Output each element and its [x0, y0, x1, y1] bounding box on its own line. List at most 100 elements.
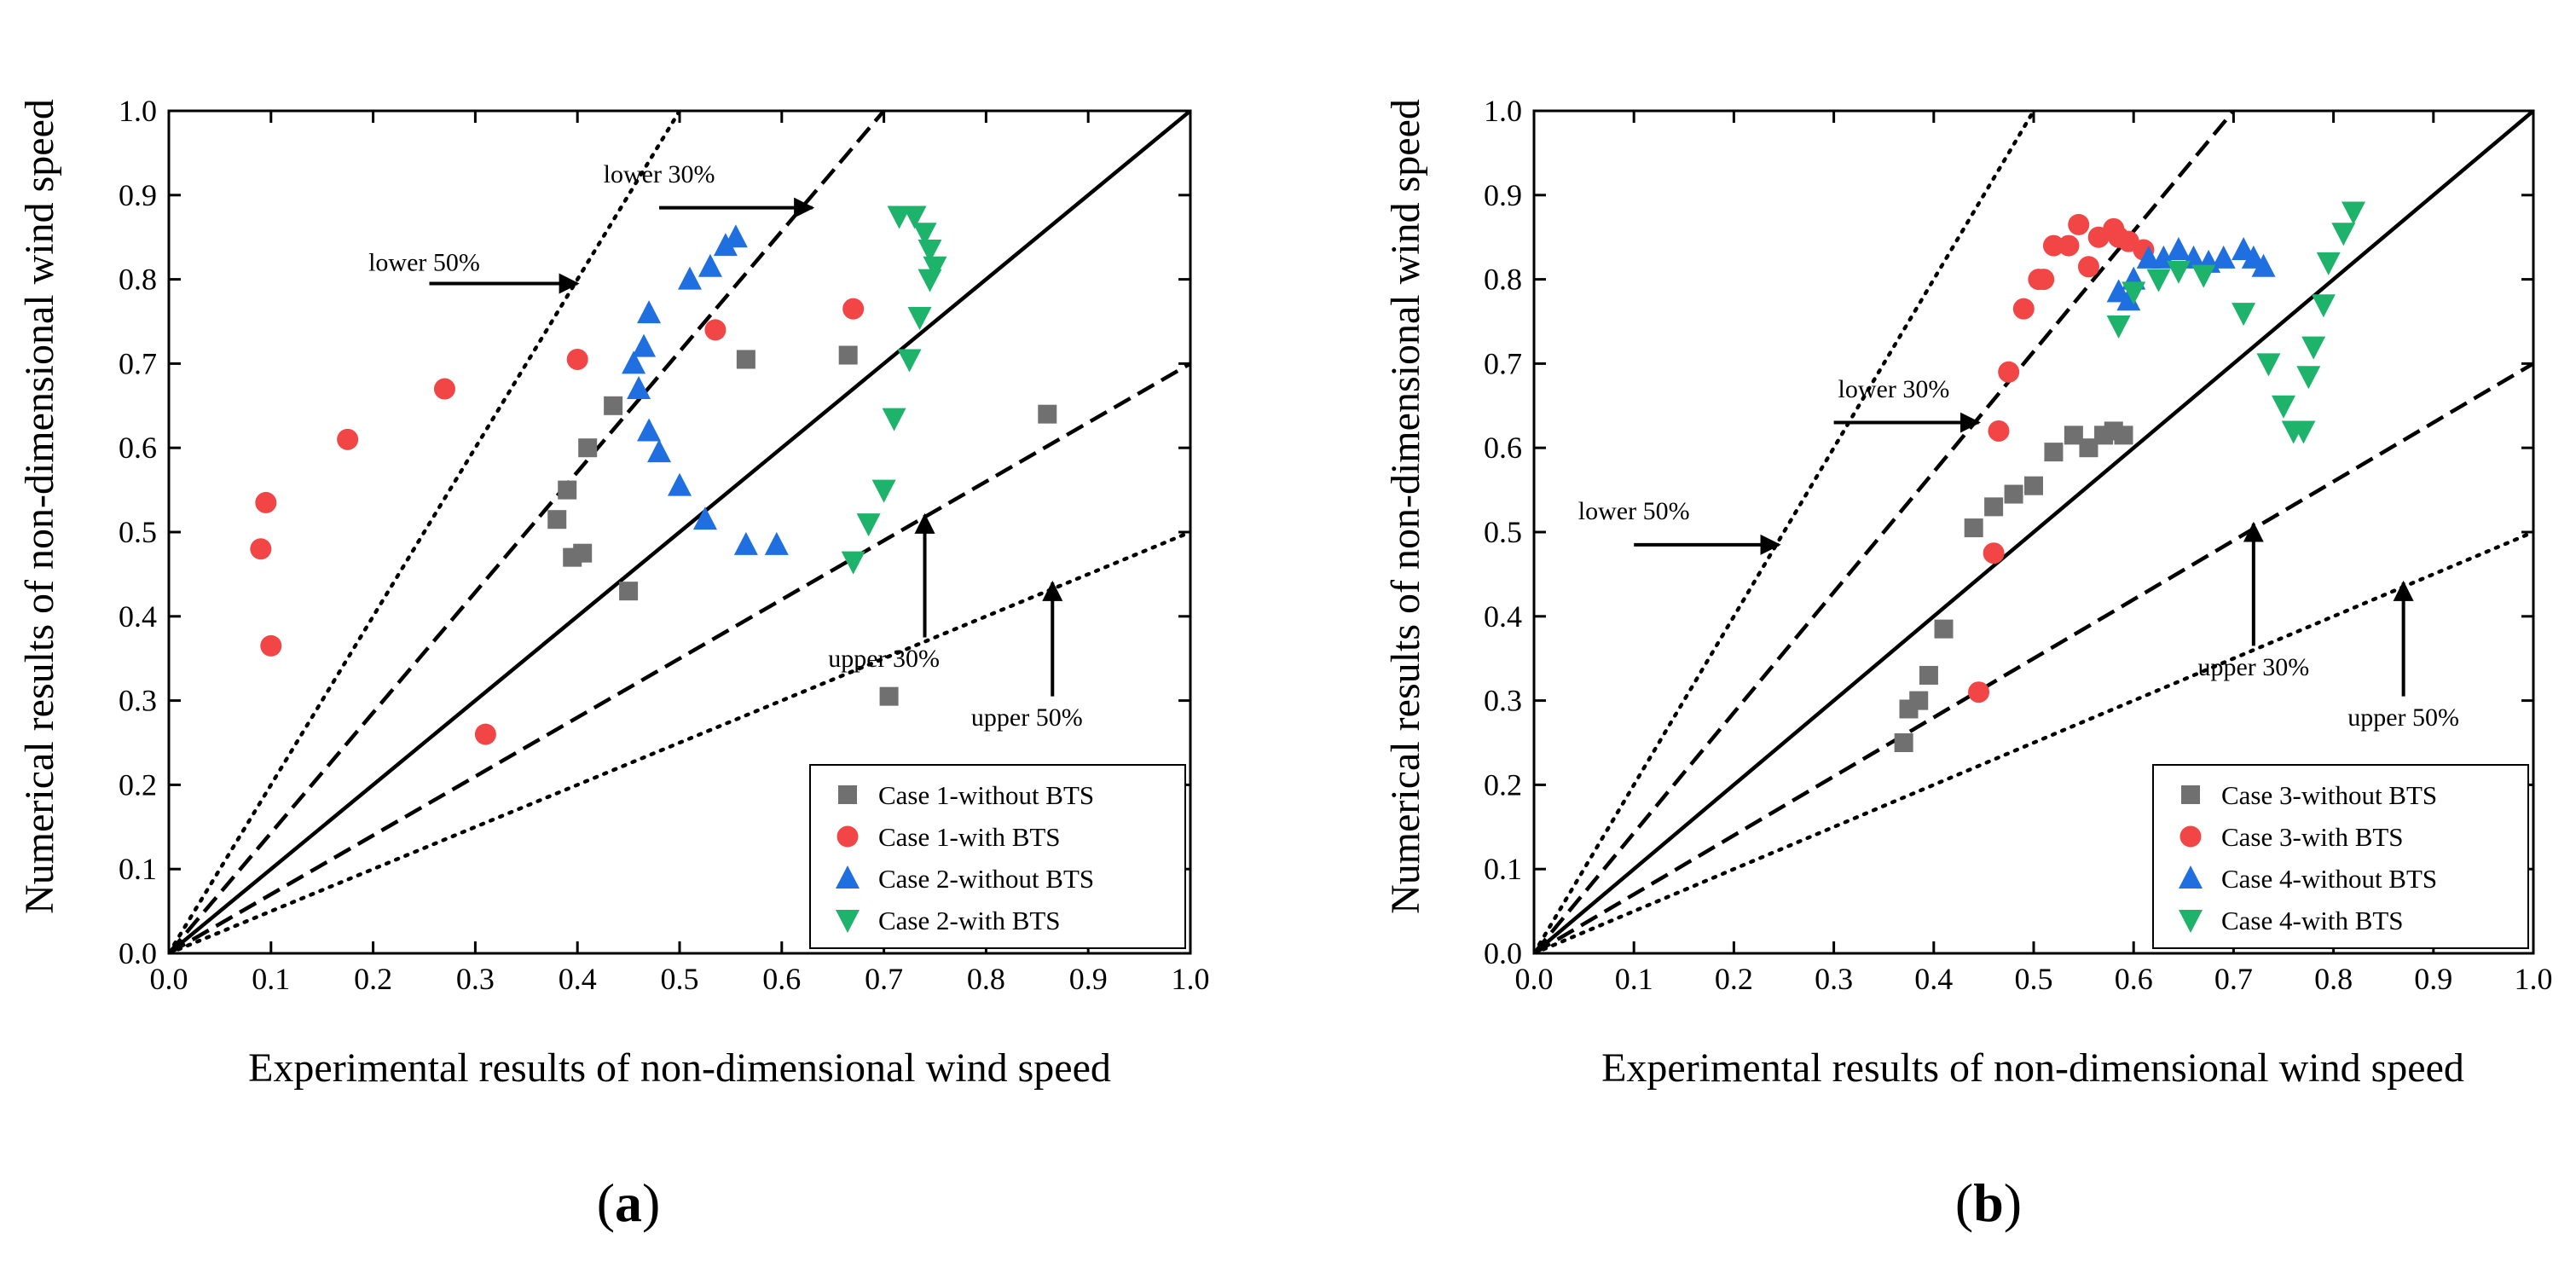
x-tick-label: 0.2 [1715, 962, 1753, 996]
x-tick-label: 0.7 [865, 962, 903, 996]
y-tick-label: 0.9 [1484, 178, 1522, 212]
data-point [1919, 665, 1938, 685]
data-point [2166, 237, 2191, 261]
legend-label: Case 1-without BTS [878, 780, 1094, 810]
panel-label: (b) [1955, 1172, 2022, 1233]
data-point [2042, 234, 2064, 257]
legend-marker [838, 785, 857, 804]
y-tick-label: 0.7 [1484, 346, 1522, 380]
legend: Case 1-without BTS Case 1-with BTS Case 2-… [809, 764, 1186, 949]
x-tick-label: 0.3 [1815, 962, 1853, 996]
y-tick-label: 0.1 [1484, 852, 1522, 886]
reference-line-upper30 [169, 362, 1190, 953]
data-point [2004, 484, 2023, 504]
data-point [1964, 518, 1983, 538]
series-case-3-without-bts [1894, 421, 2133, 752]
y-tick-label: 0.9 [119, 178, 157, 212]
y-tick-label: 0.6 [1484, 431, 1522, 465]
annotation-label: lower 30% [604, 160, 715, 188]
x-axis-label: Experimental results of non-dimensional … [248, 1045, 1111, 1091]
data-point [2064, 425, 2083, 445]
x-tick-label: 0.0 [150, 962, 188, 996]
y-tick-label: 0.3 [1484, 684, 1522, 718]
data-point [647, 439, 672, 463]
annotation-label: lower 50% [368, 249, 480, 277]
data-point [1934, 619, 1954, 639]
data-point [2296, 366, 2321, 390]
data-point [2058, 234, 2080, 257]
data-point [2256, 353, 2281, 377]
legend-marker [2179, 865, 2203, 889]
x-tick-label: 0.9 [2414, 962, 2452, 996]
data-point [337, 428, 359, 450]
data-point [2146, 269, 2171, 292]
data-point [2044, 443, 2064, 462]
x-tick-label: 0.6 [2115, 962, 2153, 996]
data-point [2301, 336, 2326, 360]
x-tick-label: 0.0 [1515, 962, 1554, 996]
data-point [882, 408, 906, 431]
data-point [250, 538, 272, 560]
data-point [474, 723, 496, 745]
data-point [1894, 733, 1913, 752]
data-point [637, 300, 662, 324]
data-point [841, 551, 865, 575]
x-tick-label: 0.8 [2314, 962, 2353, 996]
data-point [764, 531, 789, 555]
data-point [704, 319, 726, 341]
y-tick-label: 0.4 [119, 599, 157, 634]
panel-label-paren-close: ) [642, 1172, 660, 1233]
x-tick-label: 0.2 [354, 962, 392, 996]
x-tick-label: 1.0 [2515, 962, 2553, 996]
data-point [2342, 201, 2366, 225]
y-tick-label: 0.4 [1484, 599, 1522, 634]
data-point [2114, 425, 2133, 445]
series-case-2-without-bts [622, 224, 789, 555]
data-point [2068, 213, 2090, 235]
panel-label-letter: b [1973, 1172, 2004, 1233]
data-point [604, 396, 623, 415]
reference-lines [169, 111, 1190, 953]
data-point [619, 582, 639, 601]
data-point [1038, 404, 1057, 424]
annotation-label: upper 50% [971, 703, 1083, 732]
data-point [736, 350, 755, 369]
data-point [879, 686, 899, 706]
data-point [2024, 476, 2043, 495]
y-tick-label: 0.2 [1484, 767, 1522, 802]
reference-line-lower50 [1534, 111, 2036, 953]
data-point [2166, 260, 2191, 284]
legend-label: Case 4-with BTS [2221, 906, 2404, 935]
legend-label: Case 3-with BTS [2221, 822, 2404, 852]
data-point [1909, 691, 1929, 710]
data-point [627, 376, 651, 400]
data-point [2136, 245, 2161, 269]
data-point [573, 543, 593, 563]
panel-label-paren-close: ) [2004, 1172, 2022, 1233]
legend-label: Case 2-with BTS [878, 906, 1061, 935]
data-point [2311, 294, 2336, 318]
data-point [907, 307, 932, 331]
data-point [1984, 497, 2004, 517]
data-point [2033, 269, 2055, 291]
data-point [622, 350, 646, 374]
data-point [1968, 681, 1990, 703]
data-point [923, 256, 947, 280]
x-tick-label: 0.5 [661, 962, 699, 996]
data-point [260, 634, 282, 657]
legend-marker [2179, 910, 2203, 933]
data-point [632, 333, 657, 357]
data-point [2251, 253, 2276, 277]
data-point [2272, 395, 2295, 419]
data-point [433, 378, 455, 400]
data-point [558, 480, 577, 500]
y-tick-label: 1.0 [119, 94, 157, 128]
series-case-1-without-bts [547, 345, 1057, 706]
panel-label: (a) [597, 1172, 661, 1233]
data-point [566, 348, 588, 370]
data-point [2232, 303, 2256, 327]
x-tick-label: 0.7 [2214, 962, 2253, 996]
data-point [2012, 298, 2035, 320]
x-tick-label: 0.8 [967, 962, 1005, 996]
